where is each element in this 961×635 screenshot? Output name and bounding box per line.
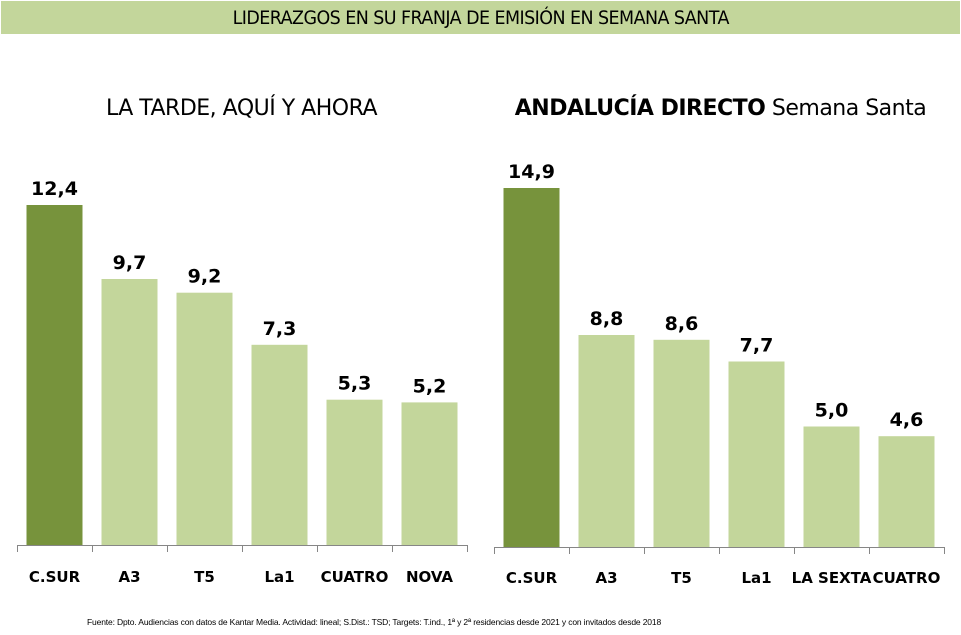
x-tick-label: CUATRO — [873, 569, 941, 587]
data-label: 8,8 — [590, 308, 624, 330]
x-tick-label: CUATRO — [321, 568, 389, 586]
chart-title-left-text: LA TARDE, AQUÍ Y AHORA — [105, 96, 378, 121]
header-banner: LIDERAZGOS EN SU FRANJA DE EMISIÓN EN SE… — [1, 1, 960, 34]
data-label: 4,6 — [890, 409, 924, 431]
x-tick-label: C.SUR — [506, 569, 558, 587]
x-tick-label: La1 — [264, 568, 294, 586]
bar-la1 — [728, 361, 785, 547]
bar-la1 — [251, 344, 308, 545]
bar-nova — [401, 402, 458, 545]
data-label: 8,6 — [665, 313, 699, 335]
data-label: 12,4 — [31, 178, 78, 200]
x-tick-label: A3 — [118, 568, 140, 586]
x-tick-label: La1 — [741, 569, 771, 587]
data-label: 9,2 — [188, 266, 222, 288]
chart-title-right-bold: ANDALUCÍA DIRECTO — [514, 96, 766, 121]
x-tick-label: NOVA — [406, 568, 453, 586]
bar-c-sur — [503, 188, 560, 547]
x-tick-label: LA SEXTA — [792, 569, 872, 587]
data-label: 7,3 — [263, 318, 297, 340]
bar-a3 — [578, 335, 635, 547]
x-tick-label: T5 — [194, 568, 215, 586]
data-label: 5,0 — [815, 400, 849, 422]
data-label: 7,7 — [740, 335, 774, 357]
bar-a3 — [101, 279, 158, 545]
x-tick-label: A3 — [595, 569, 617, 587]
source-footnote: Fuente: Dpto. Audiencias con datos de Ka… — [87, 617, 662, 627]
bar-cuatro — [326, 399, 383, 545]
bar-c-sur — [26, 205, 83, 545]
x-tick-label: T5 — [671, 569, 692, 587]
data-label: 14,9 — [508, 161, 555, 183]
data-label: 5,3 — [338, 373, 372, 395]
bar-cuatro — [878, 436, 935, 547]
chart-title-left: LA TARDE, AQUÍ Y AHORA — [0, 96, 483, 121]
data-label: 9,7 — [113, 252, 147, 274]
chart-title-right: ANDALUCÍA DIRECTO Semana Santa — [480, 96, 961, 121]
bar-la-sexta — [803, 426, 860, 547]
chart-title-right-regular: Semana Santa — [771, 96, 927, 121]
x-tick-label: C.SUR — [29, 568, 81, 586]
bar-t5 — [176, 292, 233, 545]
bar-t5 — [653, 339, 710, 547]
data-label: 5,2 — [413, 375, 447, 397]
page-title: LIDERAZGOS EN SU FRANJA DE EMISIÓN EN SE… — [232, 6, 729, 29]
